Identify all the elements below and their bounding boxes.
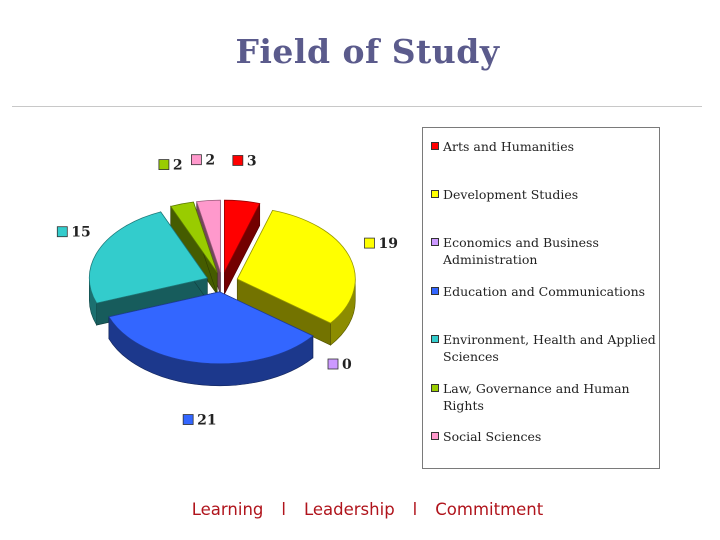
- data-label-social-sciences: 2: [191, 153, 215, 169]
- legend-swatch: [431, 238, 439, 246]
- footer-item-commitment: Commitment: [435, 500, 544, 519]
- data-label-value: 0: [342, 357, 352, 373]
- title-divider: [12, 106, 702, 107]
- legend-item-development-studies: Development Studies: [431, 186, 661, 203]
- pie-slice-education-and-communications: [108, 291, 314, 387]
- data-label-swatch: [56, 226, 68, 238]
- data-label-swatch: [232, 155, 244, 166]
- legend-label: Education and Communications: [443, 284, 646, 299]
- pie-slice-law-governance-and-human-rights: [170, 201, 218, 296]
- data-label-education-and-communications: 21: [182, 413, 217, 429]
- data-label-value: 15: [71, 225, 90, 241]
- data-label-value: 21: [197, 413, 216, 429]
- pie-slice-development-studies: [236, 209, 356, 346]
- legend-label: Environment, Health and Applied Sciences: [443, 332, 656, 364]
- legend-swatch: [431, 190, 439, 198]
- legend-swatch: [431, 287, 439, 295]
- legend-label: Development Studies: [443, 187, 579, 202]
- data-label-swatch: [158, 159, 170, 170]
- data-label-value: 19: [378, 236, 397, 252]
- data-label-economics-and-business-administration: 0: [327, 357, 352, 373]
- legend-label: Social Sciences: [443, 429, 542, 444]
- legend-item-arts-and-humanities: Arts and Humanities: [431, 138, 661, 155]
- chart-legend: Arts and Humanities Development Studies Ec…: [422, 127, 660, 469]
- legend-swatch: [431, 384, 439, 392]
- legend-item-economics-and-business-administration: Economics and Business Administration: [431, 234, 661, 268]
- data-label-value: 2: [205, 153, 215, 169]
- legend-label: Economics and Business Administration: [443, 235, 599, 267]
- footer-item-learning: Learning: [191, 500, 264, 519]
- footer-tagline: Learning l Leadership l Commitment: [0, 500, 720, 519]
- data-label-law-governance-and-human-rights: 2: [158, 158, 183, 174]
- footer-separator: l: [281, 500, 286, 519]
- pie-slice-arts-and-humanities: [224, 199, 261, 295]
- data-label-swatch: [191, 154, 202, 166]
- legend-label: Arts and Humanities: [443, 139, 575, 154]
- data-label-value: 3: [247, 153, 257, 169]
- data-label-swatch: [327, 358, 339, 370]
- data-label-arts-and-humanities: 3: [232, 153, 257, 169]
- legend-item-environment-health-and-applied-sciences: Environment, Health and Applied Sciences: [431, 331, 661, 365]
- footer-separator: l: [412, 500, 418, 519]
- data-label-swatch: [182, 414, 194, 425]
- footer-item-leadership: Leadership: [303, 500, 395, 519]
- legend-swatch: [431, 142, 439, 150]
- data-label-environment-health-and-applied-sciences: 15: [56, 225, 91, 241]
- data-label-development-studies: 19: [364, 236, 398, 252]
- data-label-swatch: [364, 237, 375, 249]
- legend-item-law-governance-and-human-rights: Law, Governance and Human Rights: [431, 380, 661, 414]
- data-label-value: 2: [173, 158, 183, 174]
- legend-swatch: [431, 335, 439, 343]
- legend-item-education-and-communications: Education and Communications: [431, 283, 661, 300]
- legend-item-social-sciences: Social Sciences: [431, 428, 661, 445]
- legend-label: Law, Governance and Human Rights: [443, 381, 630, 413]
- legend-swatch: [431, 432, 439, 440]
- slide-title: Field of Study: [235, 32, 500, 71]
